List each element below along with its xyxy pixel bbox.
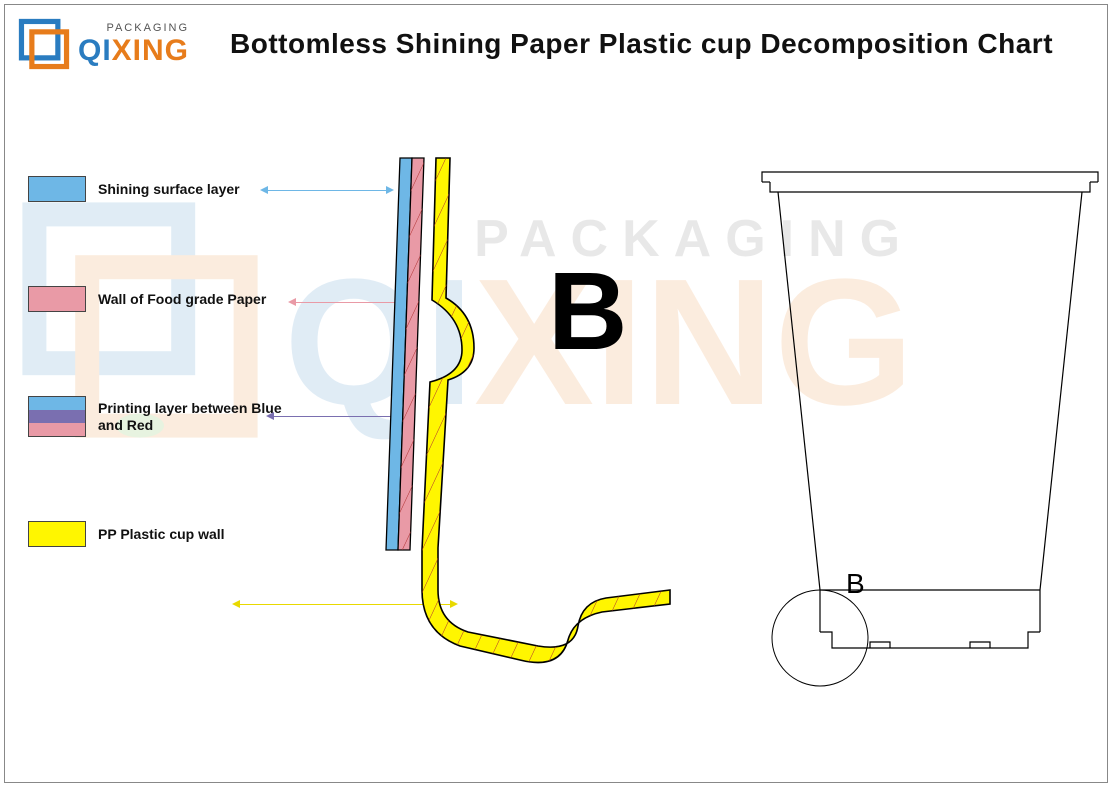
cross-section-diagram bbox=[370, 150, 710, 710]
legend-item-paper: Wall of Food grade Paper bbox=[28, 286, 308, 312]
logo-brand: QIXING bbox=[78, 36, 189, 66]
legend-item-pp: PP Plastic cup wall bbox=[28, 521, 308, 547]
leader-tail-shining bbox=[260, 186, 268, 194]
page-title: Bottomless Shining Paper Plastic cup Dec… bbox=[230, 28, 1053, 60]
detail-circle bbox=[770, 588, 890, 708]
legend-label-paper: Wall of Food grade Paper bbox=[98, 291, 266, 308]
marker-small-b: B bbox=[846, 568, 865, 600]
logo-qi: QI bbox=[78, 34, 112, 67]
leader-tail-paper bbox=[288, 298, 296, 306]
leader-shining bbox=[268, 190, 386, 191]
swatch-paper bbox=[28, 286, 86, 312]
swatch-pp bbox=[28, 521, 86, 547]
logo-text: PACKAGING QIXING bbox=[78, 23, 189, 66]
leader-tail-pp bbox=[232, 600, 240, 608]
leader-tail-printing bbox=[266, 412, 274, 420]
logo-subtitle: PACKAGING bbox=[78, 23, 189, 34]
logo-xing: XING bbox=[112, 34, 189, 67]
marker-big-b: B bbox=[548, 248, 627, 375]
legend: Shining surface layer Wall of Food grade… bbox=[28, 176, 308, 547]
legend-label-pp: PP Plastic cup wall bbox=[98, 526, 225, 543]
swatch-shining bbox=[28, 176, 86, 202]
swatch-printing bbox=[28, 396, 86, 437]
logo: PACKAGING QIXING bbox=[18, 18, 189, 70]
logo-mark bbox=[18, 18, 70, 70]
legend-label-shining: Shining surface layer bbox=[98, 181, 240, 198]
